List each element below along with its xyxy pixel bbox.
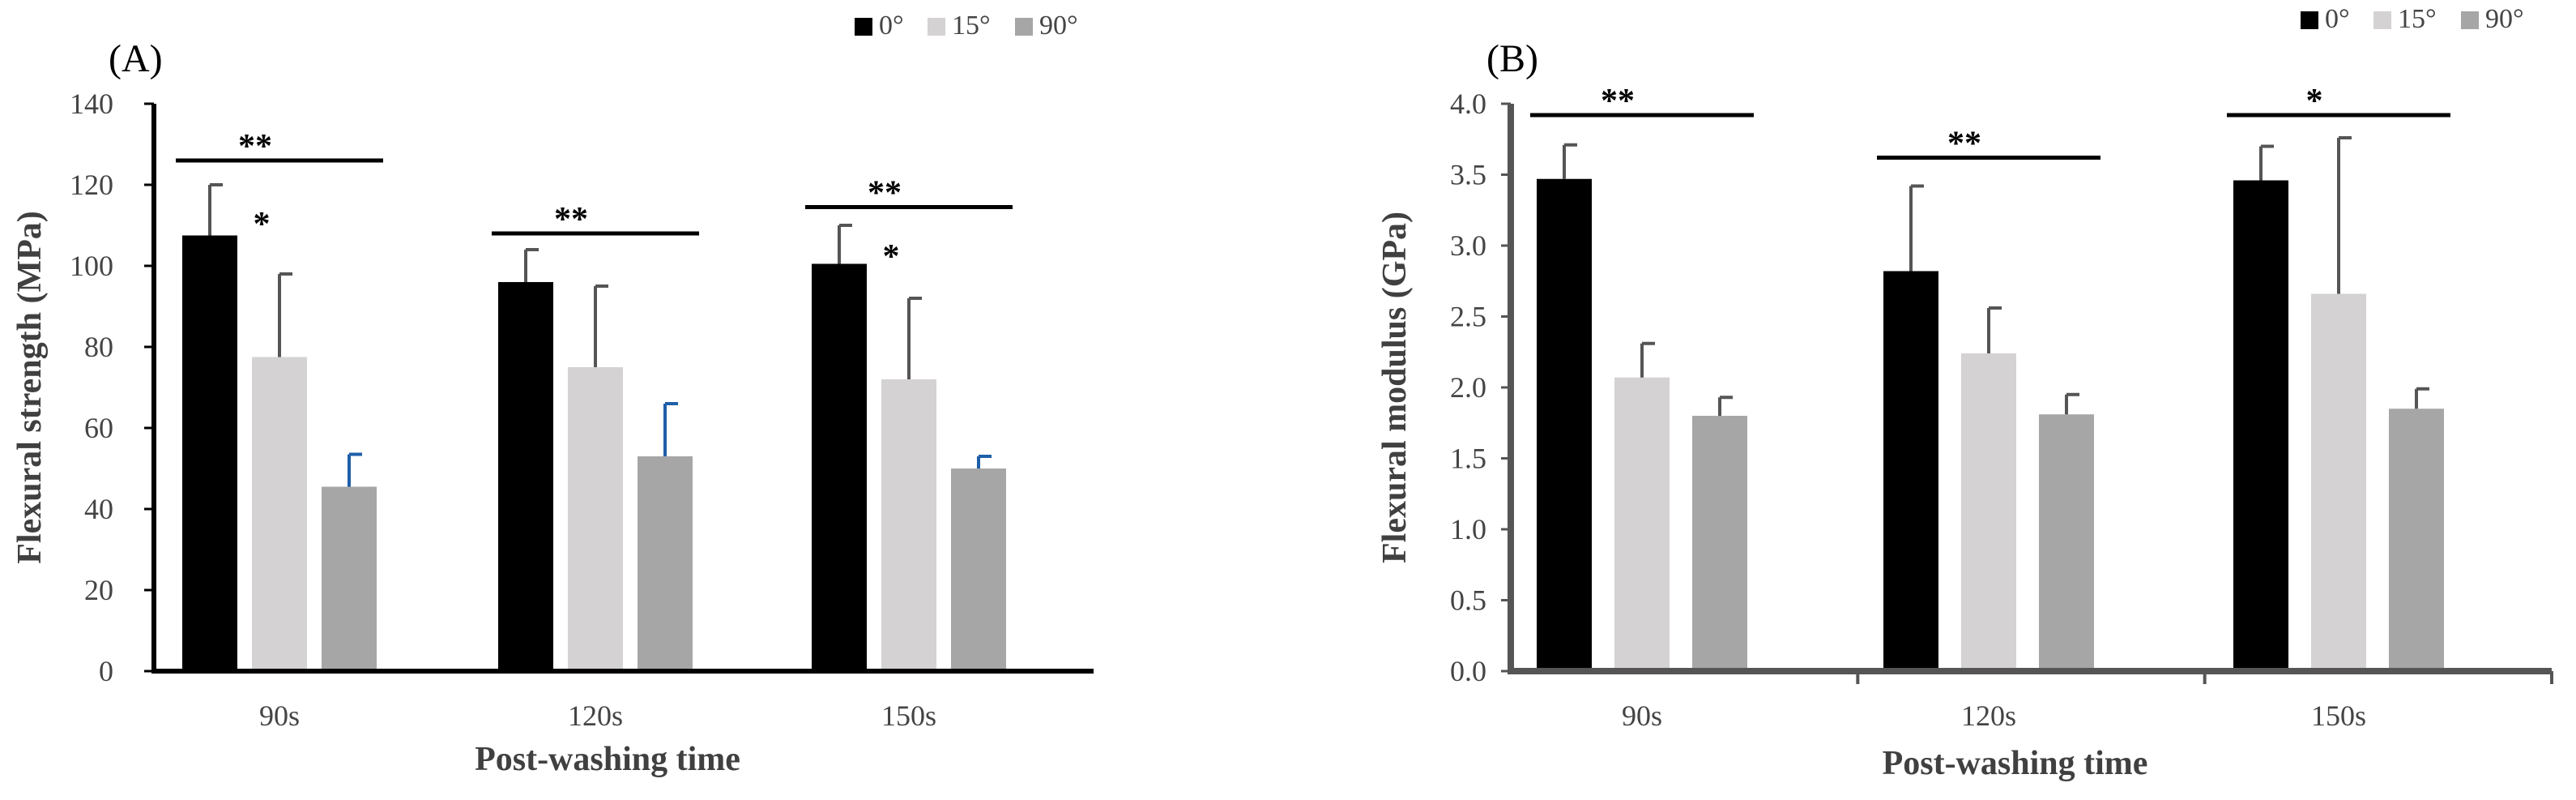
legend-swatch bbox=[2373, 11, 2391, 29]
y-tick-label: 3.0 bbox=[1450, 229, 1486, 262]
significance-star: * bbox=[883, 238, 900, 276]
legend-label: 90° bbox=[1039, 11, 1078, 41]
x-axis-title: Post-washing time bbox=[475, 741, 740, 778]
x-tick-label: 90s bbox=[1622, 699, 1662, 732]
y-tick-label: 60 bbox=[84, 412, 113, 444]
bar-90deg-150s bbox=[951, 468, 1006, 671]
y-tick-label: 40 bbox=[84, 493, 113, 525]
significance-label: * bbox=[2306, 83, 2323, 120]
bar-15deg-120s bbox=[568, 367, 623, 671]
bar-0deg-150s bbox=[812, 263, 867, 671]
y-tick-label: 4.0 bbox=[1450, 88, 1486, 120]
significance-label: ** bbox=[1947, 126, 1981, 163]
y-tick-label: 20 bbox=[84, 574, 113, 606]
legend-label: 0° bbox=[2325, 4, 2350, 34]
bar-15deg-150s bbox=[881, 379, 936, 671]
legend-swatch bbox=[855, 18, 872, 36]
bar-90deg-150s bbox=[2389, 409, 2444, 671]
y-tick-label: 0.5 bbox=[1450, 584, 1486, 617]
bar-15deg-90s bbox=[1614, 377, 1670, 671]
y-tick-label: 120 bbox=[70, 169, 113, 201]
x-tick-label: 90s bbox=[259, 699, 300, 732]
bar-15deg-150s bbox=[2311, 293, 2366, 671]
bar-90deg-120s bbox=[638, 456, 693, 671]
x-tick-label: 150s bbox=[881, 699, 936, 732]
y-tick-label: 100 bbox=[70, 250, 113, 282]
y-tick-label: 0.0 bbox=[1450, 655, 1486, 687]
bar-0deg-90s bbox=[1537, 178, 1592, 671]
legend-swatch bbox=[928, 18, 945, 36]
y-tick-label: 2.5 bbox=[1450, 301, 1486, 333]
x-tick-label: 150s bbox=[2311, 699, 2366, 732]
bar-90deg-120s bbox=[2039, 414, 2094, 671]
significance-label: ** bbox=[238, 128, 272, 165]
x-tick-label: 120s bbox=[568, 699, 623, 732]
y-tick-label: 80 bbox=[84, 331, 113, 363]
legend-swatch bbox=[1015, 18, 1033, 36]
y-tick-label: 1.0 bbox=[1450, 513, 1486, 545]
significance-label: ** bbox=[1601, 83, 1635, 120]
y-tick-label: 0 bbox=[99, 655, 113, 687]
y-tick-label: 140 bbox=[70, 88, 113, 120]
bar-0deg-90s bbox=[182, 235, 237, 671]
panel-a: (A) 0 20 40 60 80 100 120 140 90s 120s 150s Post-was… bbox=[11, 11, 1094, 778]
panel-label: (B) bbox=[1486, 37, 1538, 80]
y-axis-title: Flexural modulus (GPa) bbox=[1376, 212, 1414, 563]
bar-0deg-150s bbox=[2233, 180, 2288, 671]
x-axis-title: Post-washing time bbox=[1883, 745, 2148, 782]
legend-swatch bbox=[2301, 11, 2318, 29]
legend-label: 15° bbox=[952, 11, 991, 41]
significance-label: ** bbox=[554, 201, 588, 238]
x-tick-label: 120s bbox=[1961, 699, 2016, 732]
bar-90deg-90s bbox=[322, 486, 377, 671]
y-tick-label: 2.0 bbox=[1450, 371, 1486, 404]
panel-label: (A) bbox=[109, 37, 163, 80]
legend-swatch bbox=[2461, 11, 2479, 29]
flexural-modulus-chart: (B) 0.0 0.5 1.0 1.5 2.0 2.5 3.0 3.5 4.0 90s 120s 150… bbox=[1376, 4, 2553, 782]
legend-label: 15° bbox=[2398, 4, 2437, 34]
y-tick-label: 1.5 bbox=[1450, 443, 1486, 475]
bar-0deg-120s bbox=[498, 282, 553, 671]
bar-15deg-120s bbox=[1961, 353, 2016, 671]
bar-0deg-120s bbox=[1883, 271, 1938, 671]
y-axis-title: Flexural strength (MPa) bbox=[11, 211, 49, 563]
y-tick-label: 3.5 bbox=[1450, 159, 1486, 191]
bar-90deg-90s bbox=[1692, 416, 1747, 671]
bar-15deg-90s bbox=[252, 357, 307, 671]
legend-label: 0° bbox=[879, 11, 904, 41]
significance-star: * bbox=[254, 206, 271, 243]
flexural-strength-chart: (A) 0 20 40 60 80 100 120 140 90s 120s 150s Post-was… bbox=[11, 11, 1094, 778]
legend-label: 90° bbox=[2485, 4, 2524, 34]
significance-label: ** bbox=[868, 175, 902, 212]
panel-b: (B) 0.0 0.5 1.0 1.5 2.0 2.5 3.0 3.5 4.0 90s 120s 150… bbox=[1288, 0, 2576, 800]
